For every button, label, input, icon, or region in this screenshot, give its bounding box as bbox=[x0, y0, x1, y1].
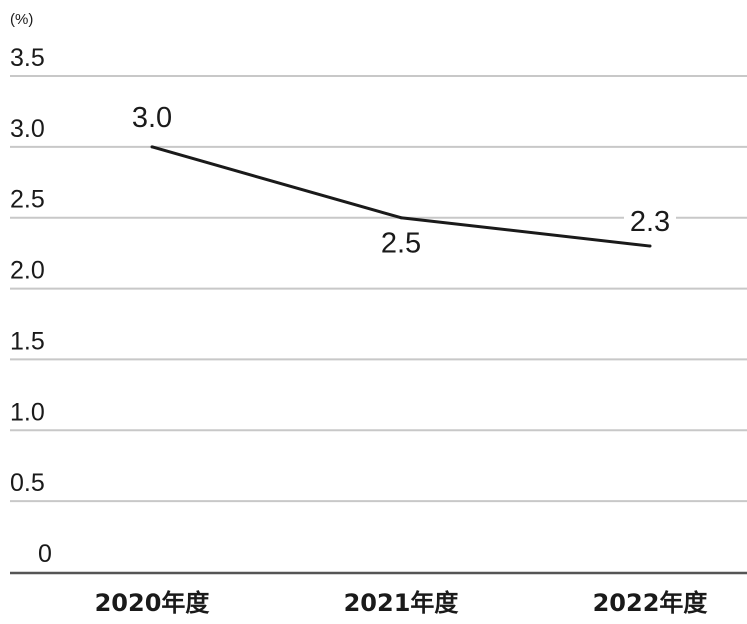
data-point bbox=[648, 244, 652, 248]
x-category-label: 2021年度 bbox=[344, 589, 460, 617]
data-point bbox=[399, 216, 403, 220]
y-tick-label: 2.0 bbox=[10, 257, 45, 285]
series-group bbox=[150, 145, 652, 248]
data-label-backing bbox=[375, 226, 427, 259]
y-axis-ticks: 0 0.5 1.0 1.5 2.0 2.5 3.0 3.5 bbox=[10, 44, 52, 568]
y-tick-label: 3.5 bbox=[10, 44, 45, 72]
y-tick-label: 2.5 bbox=[10, 186, 45, 214]
gridlines bbox=[10, 75, 747, 503]
y-tick-label: 1.0 bbox=[10, 398, 45, 426]
data-point bbox=[150, 145, 154, 149]
y-tick-label: 1.5 bbox=[10, 327, 45, 355]
data-label: 2.3 bbox=[630, 206, 670, 238]
data-label: 3.0 bbox=[132, 102, 172, 134]
y-axis-unit-label: (%) bbox=[10, 11, 33, 28]
data-label-backing bbox=[624, 205, 676, 238]
y-tick-label: 3.0 bbox=[10, 115, 45, 143]
data-labels: 3.0 2.5 2.3 bbox=[126, 100, 676, 260]
data-label: 2.5 bbox=[381, 228, 421, 260]
y-tick-label: 0.5 bbox=[10, 469, 45, 497]
x-category-label: 2022年度 bbox=[593, 589, 709, 617]
data-label-backing bbox=[126, 100, 178, 133]
x-category-label: 2020年度 bbox=[95, 589, 211, 617]
x-axis-categories: 2020年度 2021年度 2022年度 bbox=[95, 589, 709, 617]
y-tick-label: 0 bbox=[38, 540, 52, 568]
